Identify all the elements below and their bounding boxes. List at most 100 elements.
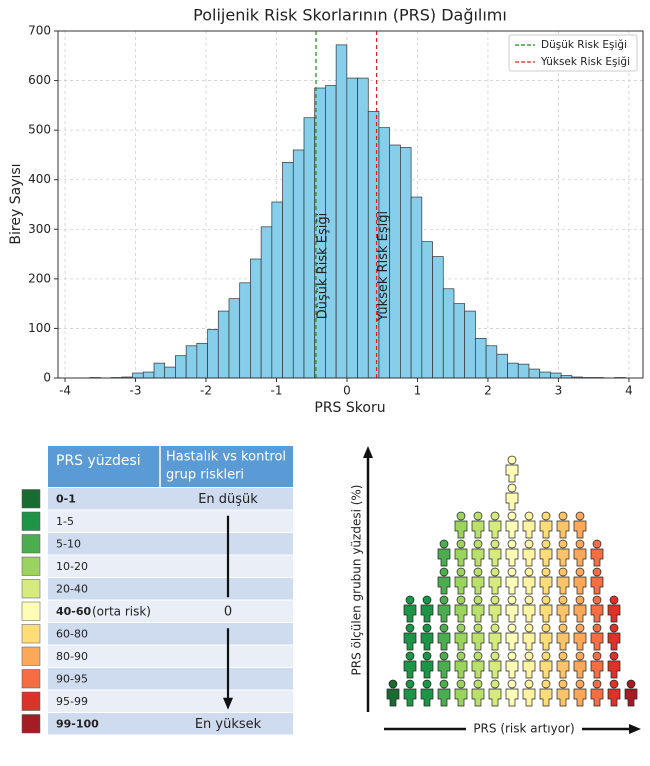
bar: [207, 329, 219, 379]
person-head: [558, 567, 568, 577]
person-icon: [437, 567, 451, 595]
person-icon: [607, 623, 621, 651]
person-icon: [539, 511, 553, 539]
color-swatch: [21, 624, 41, 644]
person-body: [607, 688, 621, 707]
person-head: [575, 651, 585, 661]
person-body: [556, 604, 570, 623]
person-head: [558, 679, 568, 689]
person-icon: [505, 651, 519, 679]
person-body: [488, 576, 502, 595]
bar: [453, 303, 466, 379]
person-head: [575, 595, 585, 605]
person-head: [575, 623, 585, 633]
person-body: [471, 688, 485, 707]
person-body: [454, 688, 468, 707]
person-body: [539, 548, 553, 567]
person-body: [454, 520, 468, 539]
person-head: [524, 511, 534, 521]
person-body: [437, 576, 451, 595]
person-body: [505, 660, 519, 679]
bar: [303, 117, 316, 379]
person-head: [541, 595, 551, 605]
person-icon: [573, 511, 587, 539]
person-icon: [573, 595, 587, 623]
range-cell: 0-1: [56, 492, 76, 505]
person-head: [592, 539, 602, 549]
person-body: [607, 604, 621, 623]
table-row: [48, 555, 293, 577]
person-body: [505, 576, 519, 595]
person-body: [556, 520, 570, 539]
person-icon: [488, 567, 502, 595]
color-swatch: [21, 691, 41, 711]
person-icon: [403, 623, 417, 651]
range-cell: 60-80: [56, 627, 88, 640]
person-head: [507, 511, 517, 521]
person-head: [524, 539, 534, 549]
table-row: [48, 713, 293, 735]
person-icon: [471, 651, 485, 679]
person-head: [609, 651, 619, 661]
person-icon: [556, 539, 570, 567]
person-body: [437, 660, 451, 679]
header-cell: grup riskleri: [166, 468, 244, 483]
person-body: [505, 604, 519, 623]
table-row: [48, 690, 293, 712]
color-swatch: [21, 714, 41, 734]
person-head: [507, 567, 517, 577]
person-body: [505, 548, 519, 567]
range-cell: 40-60: [56, 605, 92, 618]
person-body: [437, 548, 451, 567]
person-head: [473, 595, 483, 605]
person-body: [573, 548, 587, 567]
person-head: [558, 651, 568, 661]
color-swatch: [21, 511, 41, 531]
x-tick-label: -4: [59, 384, 71, 398]
table-row: [48, 645, 293, 667]
color-swatch: [21, 579, 41, 599]
person-icon: [505, 567, 519, 595]
person-head: [524, 651, 534, 661]
person-icon: [539, 623, 553, 651]
person-icon: [505, 483, 519, 511]
range-cell: 10-20: [56, 560, 88, 573]
person-body: [420, 660, 434, 679]
person-head: [592, 567, 602, 577]
person-icon: [471, 567, 485, 595]
person-body: [590, 660, 604, 679]
person-head: [405, 623, 415, 633]
person-head: [507, 483, 517, 493]
person-head: [507, 595, 517, 605]
person-icon: [573, 679, 587, 707]
person-icon: [556, 567, 570, 595]
person-head: [592, 595, 602, 605]
table-row: [48, 488, 293, 510]
person-head: [439, 679, 449, 689]
person-head: [456, 623, 466, 633]
person-icon: [539, 595, 553, 623]
bar: [464, 310, 476, 379]
person-body: [539, 520, 553, 539]
bar: [250, 258, 262, 379]
bar: [153, 362, 166, 379]
person-body: [454, 632, 468, 651]
person-head: [524, 679, 534, 689]
person-icon: [522, 539, 536, 567]
bar: [260, 226, 273, 379]
table-row: [48, 623, 293, 645]
person-head: [609, 679, 619, 689]
person-body: [454, 660, 468, 679]
person-icon: [471, 623, 485, 651]
person-body: [522, 548, 536, 567]
person-head: [456, 511, 466, 521]
person-head: [473, 679, 483, 689]
person-head: [456, 679, 466, 689]
person-body: [403, 632, 417, 651]
person-icon: [437, 679, 451, 707]
person-head: [558, 595, 568, 605]
person-icon: [420, 651, 434, 679]
person-head: [592, 679, 602, 689]
person-body: [420, 604, 434, 623]
range-cell: 99-100: [56, 717, 99, 730]
